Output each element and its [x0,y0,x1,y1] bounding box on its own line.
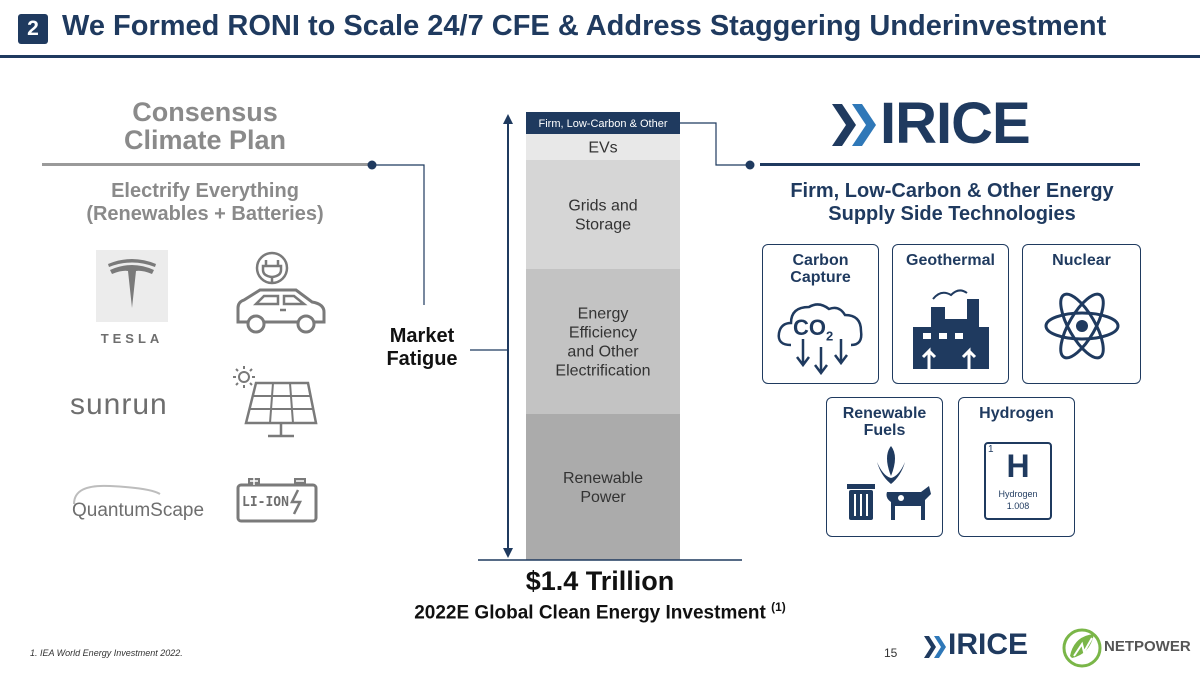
renewable-fuels-label: Renewable Fuels [827,405,942,439]
geothermal-label: Geothermal [893,252,1008,269]
rice-logo: IRICE [832,91,1062,156]
netpower-wordmark: NETPOWER [1104,638,1191,655]
footer-rice-text: RICE [956,628,1029,661]
supply-side-line1: Firm, Low-Carbon & Other Energy [790,180,1114,202]
hydrogen-label: Hydrogen [959,405,1074,422]
electrify-subheading: Electrify Everything (Renewables + Batte… [50,180,360,226]
bar-segment-label-4: Firm, Low-Carbon & Other [539,118,668,130]
biofuel-sources-icon [847,446,931,520]
footer-rice-logo: IRICE [924,628,1040,665]
hydrogen-card: Hydrogen 1 H Hydrogen 1.008 [958,397,1075,537]
hydrogen-atomic-mass: 1.008 [1006,501,1030,511]
renewable-fuels-line1: Renewable [842,405,927,422]
chart-caption: 2022E Global Clean Energy Investment (1) [360,600,840,624]
rice-wordmark: IRICE [880,91,1031,156]
hydrogen-atomic-number: 1 [988,444,994,455]
supply-side-heading: Firm, Low-Carbon & Other Energy Supply S… [752,180,1152,226]
chart-caption-text: 2022E Global Clean Energy Investment [414,602,766,624]
sunrun-logo: sunrun [70,388,168,421]
bar-segment-4 [526,112,680,134]
battery-outline-icon [236,478,318,523]
tesla-t-icon [96,250,168,322]
section-number-badge: 2 [18,14,48,44]
geothermal-line1: Geothermal [906,252,995,269]
nuclear-label: Nuclear [1023,252,1140,269]
bar-segment-0 [526,414,680,560]
left-divider [42,163,372,166]
bar-segment-label-1: Energy Efficiency and Other Electrification [555,306,650,380]
footer-rice-wordmark: IRICE [948,628,1029,661]
tesla-wordmark: TESLA [100,331,164,346]
carbon-capture-card: Carbon Capture CO2 [762,244,879,384]
co2-main: CO [793,315,826,340]
bar-segment-labels: Renewable Power Energy Efficiency and Other E… [539,118,668,506]
bar-segments [526,112,680,560]
carbon-capture-line1: Carbon [792,252,849,269]
quantumscape-swoosh-icon [73,484,161,505]
quantumscape-wordmark: QuantumScape [72,500,205,521]
netpower-leaf-icon [1062,628,1102,668]
bar-segment-1 [526,269,680,414]
market-fatigue-line2: Fatigue [386,348,458,370]
carbon-capture-label: Carbon Capture [763,252,878,286]
right-connector-line [680,122,755,170]
consensus-heading-line2: Climate Plan [123,125,287,155]
left-connector-line [367,160,425,305]
electric-car-icon [236,251,326,334]
title-underline [0,55,1200,58]
bar-segment-3 [526,134,680,160]
total-investment-value: $1.4 Trillion [525,566,675,596]
hydrogen-line1: Hydrogen [979,405,1054,422]
electrify-line2: (Renewables + Batteries) [86,203,324,225]
bar-segment-label-2: Grids and Storage [568,198,637,234]
electrify-line1: Electrify Everything [111,180,299,202]
netpower-logo: NETPOWER [1060,626,1191,670]
bar-segment-label-0: Renewable Power [563,470,643,506]
rice-chevrons-icon [832,104,876,146]
nuclear-line1: Nuclear [1052,252,1111,269]
battery-icon: LI-ION [236,478,320,528]
rice-brand-text: RICE [895,91,1031,156]
total-height-arrow [503,114,513,558]
renewable-fuels-line2: Fuels [863,422,906,439]
hydrogen-symbol: H [1006,448,1030,484]
hydrogen-element-tile: 1 H Hydrogen 1.008 [984,442,1052,520]
solar-panel-icon [233,366,318,438]
co2-subscript: 2 [826,328,834,344]
carbon-capture-line2: Capture [790,269,851,286]
market-fatigue-line1: Market [389,325,455,347]
consensus-heading-line1: Consensus [132,97,278,127]
consensus-plan-heading: Consensus Climate Plan [60,98,350,154]
bar-segment-2 [526,160,680,269]
chart-caption-footnote-ref: (1) [771,600,786,614]
co2-cloud-icon [777,303,863,375]
geothermal-plant-icon [913,289,989,369]
investment-stacked-bar-chart: Renewable Power Energy Efficiency and Other E… [470,112,742,561]
nuclear-card: Nuclear [1022,244,1141,384]
right-divider [760,163,1140,166]
footnote: 1. IEA World Energy Investment 2022. [30,648,183,658]
page-number: 15 [884,646,898,660]
bar-segment-label-3: EVs [588,140,617,157]
supply-side-line2: Supply Side Technologies [828,203,1076,225]
tesla-logo: TESLA [96,250,168,350]
page-title: We Formed RONI to Scale 24/7 CFE & Addre… [62,10,1107,42]
market-fatigue-label: Market Fatigue [372,325,472,371]
footer-rice-chevrons-icon [924,636,946,658]
renewable-fuels-card: Renewable Fuels [826,397,943,537]
co2-text: CO2 [793,315,833,343]
geothermal-card: Geothermal [892,244,1009,384]
atom-icon [1044,292,1120,360]
quantumscape-logo: QuantumScape [70,480,210,526]
hydrogen-element-name: Hydrogen [998,489,1038,499]
battery-label: LI-ION [242,495,289,510]
